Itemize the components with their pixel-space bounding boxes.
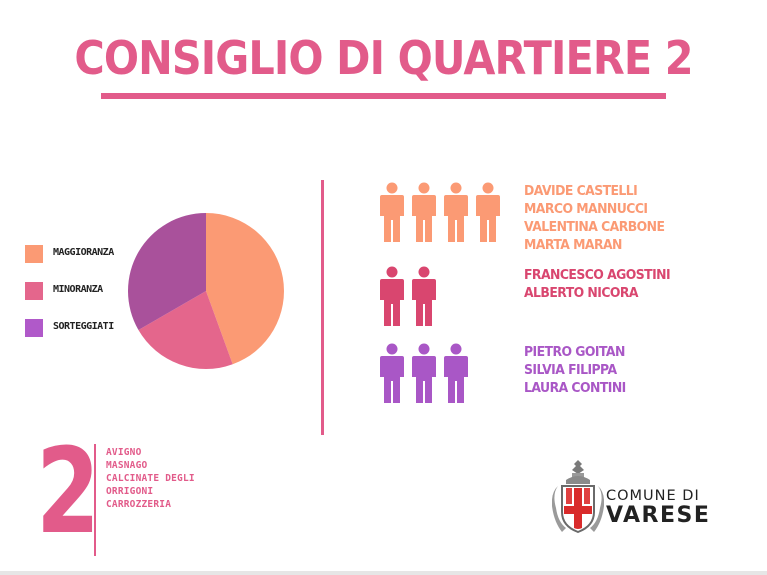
district-number: 2 (36, 422, 101, 560)
legend-label-maggioranza: MAGGIORANZA (53, 247, 114, 258)
bottom-strip (0, 571, 767, 575)
person-icon (444, 182, 468, 242)
member-name: PIETRO GOITAN (524, 344, 625, 360)
member-name: ALBERTO NICORA (524, 285, 639, 301)
district-area: ORRIGONI (106, 486, 154, 497)
legend-label-sorteggiati: SORTEGGIATI (53, 321, 114, 332)
names-maggioranza: DAVIDE CASTELLI MARCO MANNUCCI VALENTINA C… (524, 182, 677, 254)
person-icon (412, 182, 436, 242)
district-area: CALCINATE DEGLI (106, 473, 195, 484)
names-sorteggiati: PIETRO GOITAN SILVIA FILIPPA LAURA CONTINI (524, 343, 635, 397)
member-name: SILVIA FILIPPA (524, 362, 617, 378)
person-icon (380, 266, 404, 326)
people-icons-sorteggiati (380, 343, 468, 403)
person-icon (412, 343, 436, 403)
member-name: MARTA MARAN (524, 237, 622, 253)
pie-chart (128, 213, 284, 369)
people-icons-minoranza (380, 266, 436, 326)
pie-slice-sorteggiati (128, 213, 206, 330)
person-icon (412, 266, 436, 326)
legend-label-minoranza: MINORANZA (53, 284, 103, 295)
member-name: MARCO MANNUCCI (524, 201, 648, 217)
logo-line-2: VARESE (606, 503, 711, 528)
legend-swatch-minoranza (25, 282, 43, 300)
legend-item-maggioranza: MAGGIORANZA (25, 245, 165, 265)
person-icon (380, 343, 404, 403)
logo-wordmark: COMUNE DI VARESE (606, 488, 710, 528)
legend-swatch-maggioranza (25, 245, 43, 263)
district-area: MASNAGO (106, 460, 148, 471)
district-area: AVIGNO (106, 447, 142, 458)
district-areas: AVIGNO MASNAGO CALCINATE DEGLI ORRIGONI … (106, 446, 195, 511)
member-name: VALENTINA CARBONE (524, 219, 665, 235)
district-area: CARROZZERIA (106, 499, 172, 510)
section-divider (321, 180, 324, 435)
person-icon (380, 182, 404, 242)
district-divider (94, 444, 96, 556)
member-name: FRANCESCO AGOSTINI (524, 267, 671, 283)
names-minoranza: FRANCESCO AGOSTINI ALBERTO NICORA (524, 266, 683, 302)
person-icon (476, 182, 500, 242)
legend-item-minoranza: MINORANZA (25, 282, 165, 302)
pie-slice-maggioranza (206, 213, 284, 365)
people-icons-maggioranza (380, 182, 500, 242)
varese-coat-of-arms-icon (552, 460, 604, 534)
pie-slice-minoranza (138, 291, 233, 369)
page-title: CONSIGLIO DI QUARTIERE 2 (74, 31, 693, 85)
member-name: LAURA CONTINI (524, 380, 626, 396)
legend-item-sorteggiati: SORTEGGIATI (25, 319, 165, 339)
legend-swatch-sorteggiati (25, 319, 43, 337)
person-icon (444, 343, 468, 403)
logo-line-1: COMUNE DI (606, 488, 700, 504)
title-underline (101, 93, 666, 99)
member-name: DAVIDE CASTELLI (524, 183, 638, 199)
